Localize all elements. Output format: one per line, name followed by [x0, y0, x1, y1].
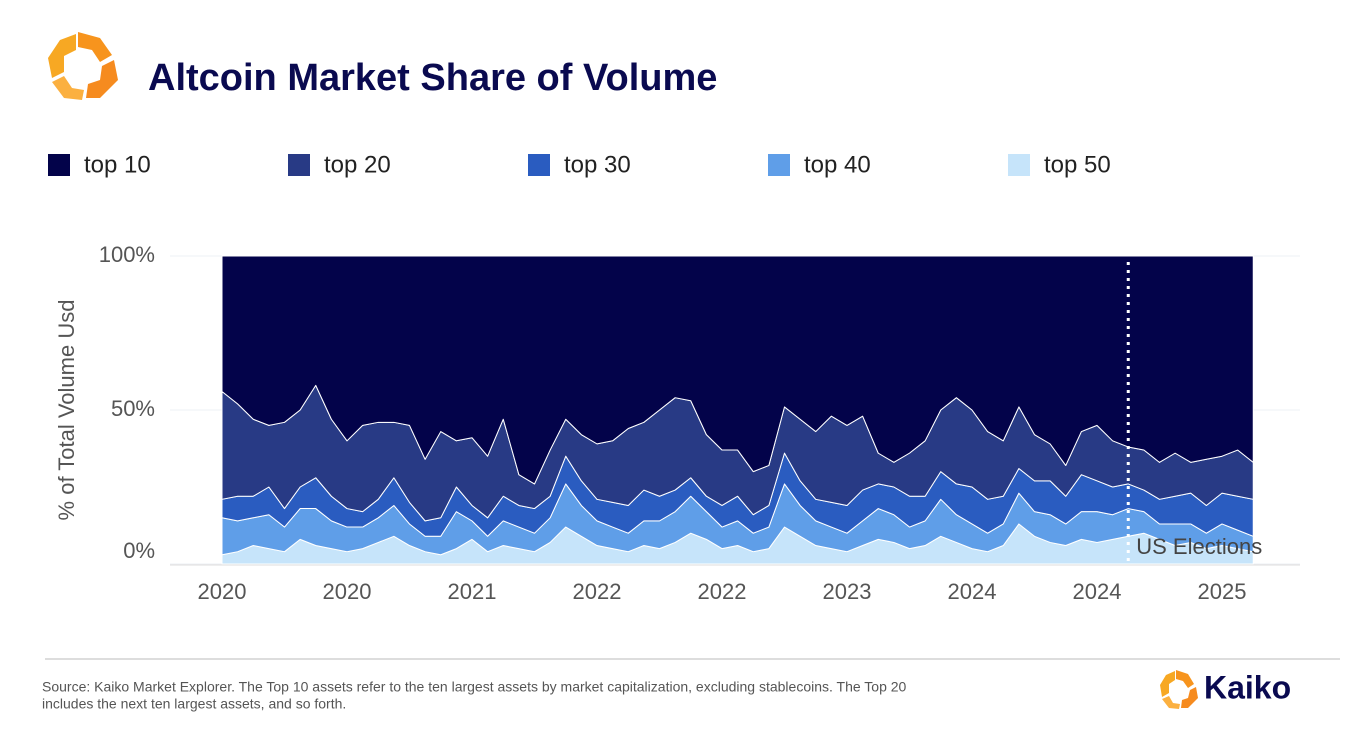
x-tick-label: 2022 — [698, 579, 747, 604]
x-tick-label: 2025 — [1198, 579, 1247, 604]
source-note: Source: Kaiko Market Explorer. The Top 1… — [42, 679, 907, 695]
area — [221, 255, 1254, 485]
legend-label: top 20 — [324, 151, 391, 178]
y-tick-label: 50% — [111, 396, 155, 421]
x-tick-label: 2020 — [323, 579, 372, 604]
brand-name: Kaiko — [1204, 669, 1291, 705]
footer-logo — [1160, 670, 1198, 709]
x-tick-label: 2022 — [573, 579, 622, 604]
x-tick-label: 2024 — [1073, 579, 1122, 604]
y-tick-label: 100% — [99, 242, 155, 267]
legend-swatch — [48, 154, 70, 176]
legend-swatch — [288, 154, 310, 176]
y-tick-label: 0% — [123, 538, 155, 563]
header-logo — [48, 32, 118, 100]
x-tick-label: 2024 — [948, 579, 997, 604]
legend-swatch — [528, 154, 550, 176]
x-tick-label: 2020 — [198, 579, 247, 604]
legend-label: top 30 — [564, 151, 631, 178]
legend-label: top 50 — [1044, 151, 1111, 178]
chart-title: Altcoin Market Share of Volume — [148, 57, 717, 99]
annotation-label: US Elections — [1136, 534, 1262, 559]
legend-swatch — [1008, 154, 1030, 176]
source-note: includes the next ten largest assets, an… — [42, 696, 346, 712]
legend-label: top 40 — [804, 151, 871, 178]
y-axis-title: % of Total Volume Usd — [54, 300, 79, 521]
legend-label: top 10 — [84, 151, 151, 178]
x-tick-label: 2023 — [823, 579, 872, 604]
x-tick-label: 2021 — [448, 579, 497, 604]
legend-swatch — [768, 154, 790, 176]
